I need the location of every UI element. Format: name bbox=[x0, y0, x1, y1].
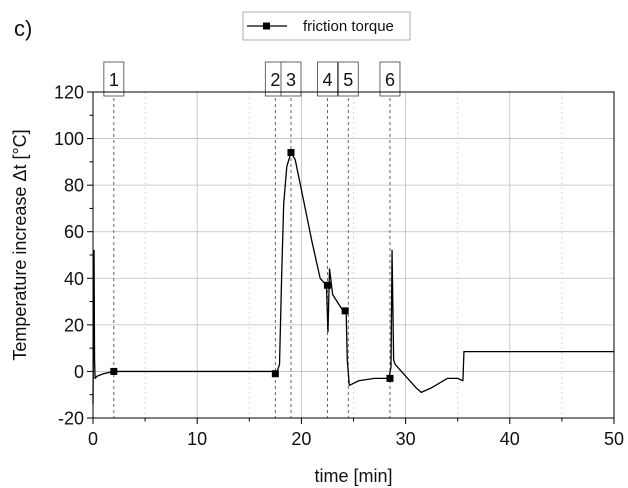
annotation-label-3: 3 bbox=[286, 70, 296, 90]
data-point bbox=[287, 149, 295, 157]
legend-series-name: friction torque bbox=[303, 18, 394, 35]
x-tick-label: 0 bbox=[88, 429, 98, 449]
y-tick-label: -20 bbox=[58, 409, 84, 429]
series-friction-torque bbox=[92, 149, 614, 405]
data-point bbox=[271, 370, 279, 378]
x-tick-label: 10 bbox=[187, 429, 207, 449]
y-axis-label: Temperature increase Δt [°C] bbox=[10, 129, 30, 360]
legend: friction torque bbox=[242, 11, 411, 41]
annotation-label-4: 4 bbox=[322, 70, 332, 90]
y-tick-label: 80 bbox=[64, 176, 84, 196]
x-tick-label: 30 bbox=[396, 429, 416, 449]
legend-marker-sample bbox=[263, 22, 270, 30]
y-tick-label: 100 bbox=[54, 129, 84, 149]
annotation-box-1 bbox=[103, 61, 125, 97]
plot-frame bbox=[92, 91, 615, 419]
y-tick-label: 20 bbox=[64, 315, 84, 335]
annotation-label-5: 5 bbox=[343, 70, 353, 90]
y-tick-label: 40 bbox=[64, 269, 84, 289]
data-point bbox=[323, 281, 331, 289]
annotation-box-5 bbox=[337, 61, 359, 97]
data-point bbox=[386, 374, 394, 382]
y-tick-label: 0 bbox=[74, 362, 84, 382]
x-tick-label: 50 bbox=[604, 429, 624, 449]
annotation-label-2: 2 bbox=[270, 70, 280, 90]
annotation-label-6: 6 bbox=[385, 70, 395, 90]
annotation-box-6 bbox=[379, 61, 401, 97]
data-point bbox=[110, 367, 118, 375]
y-tick-label: 60 bbox=[64, 222, 84, 242]
y-tick-label: 120 bbox=[54, 83, 84, 103]
grid bbox=[93, 92, 614, 418]
annotation-box-4 bbox=[317, 61, 338, 97]
annotation-label-1: 1 bbox=[109, 70, 119, 90]
x-axis-label: time [min] bbox=[314, 466, 392, 486]
panel-label: c) bbox=[14, 16, 32, 41]
x-tick-label: 20 bbox=[291, 429, 311, 449]
series-line bbox=[92, 151, 614, 405]
annotation-box-3 bbox=[280, 61, 302, 97]
x-tick-label: 40 bbox=[500, 429, 520, 449]
data-point bbox=[341, 307, 349, 315]
